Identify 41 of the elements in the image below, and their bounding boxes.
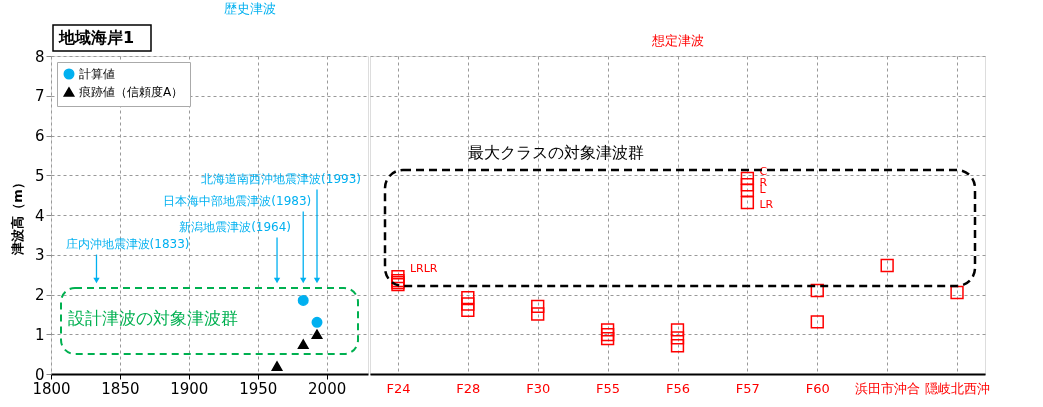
point [271, 361, 283, 371]
y-tick-label: 7 [34, 87, 45, 106]
x-tick-label: 隠岐北西沖 [925, 380, 991, 396]
x-tick-label: F60 [805, 380, 830, 396]
annotation: 北海道南西沖地震津波(1993) [201, 171, 361, 186]
legend-label: 痕跡値（信頼度A） [79, 85, 184, 99]
point [311, 329, 323, 340]
y-axis-title: 津波高（m） [9, 176, 25, 256]
legend-label: 計算値 [79, 67, 115, 81]
x-tick-label: 1950 [239, 379, 278, 398]
x-tick-label: F56 [665, 380, 691, 396]
x-tick-label: F55 [596, 380, 621, 396]
chart-title: 歴史津波 [223, 1, 276, 17]
chart-title: 想定津波 [650, 33, 704, 48]
y-tick-label: 8 [34, 47, 45, 66]
annotation: LR [759, 197, 774, 211]
annotation: 庄内沖地震津波(1833) [65, 236, 190, 251]
annotation: 設計津波の対象津波群 [68, 308, 238, 328]
y-tick-label: 3 [34, 246, 45, 265]
annotation: 日本海中部地震津波(1983) [163, 193, 312, 208]
y-tick-label: 4 [34, 206, 45, 225]
y-tick-label: 2 [34, 286, 45, 304]
x-tick-label: F30 [526, 380, 551, 396]
x-tick-label: 2000 [308, 379, 347, 398]
x-tick-label: 浜田市沖合 [855, 380, 921, 396]
annotation: 最大クラスの対象津波群 [468, 143, 644, 162]
annotation: LRLR [409, 261, 438, 275]
y-tick-label: 5 [34, 166, 45, 185]
point [297, 294, 309, 306]
x-tick-label: F57 [735, 380, 760, 396]
text: 地域海岸1 [58, 28, 135, 47]
y-tick-label: 1 [34, 325, 45, 344]
x-tick-label: F24 [386, 380, 411, 396]
point [311, 316, 323, 328]
x-tick-label: 1900 [170, 379, 209, 398]
y-tick-label: 6 [34, 127, 45, 145]
x-tick-label: 1850 [101, 379, 140, 398]
x-tick-label: F28 [456, 380, 481, 396]
x-tick-label: 1800 [32, 379, 71, 398]
point [297, 339, 309, 350]
annotation: 新潟地震津波(1964) [179, 219, 292, 234]
